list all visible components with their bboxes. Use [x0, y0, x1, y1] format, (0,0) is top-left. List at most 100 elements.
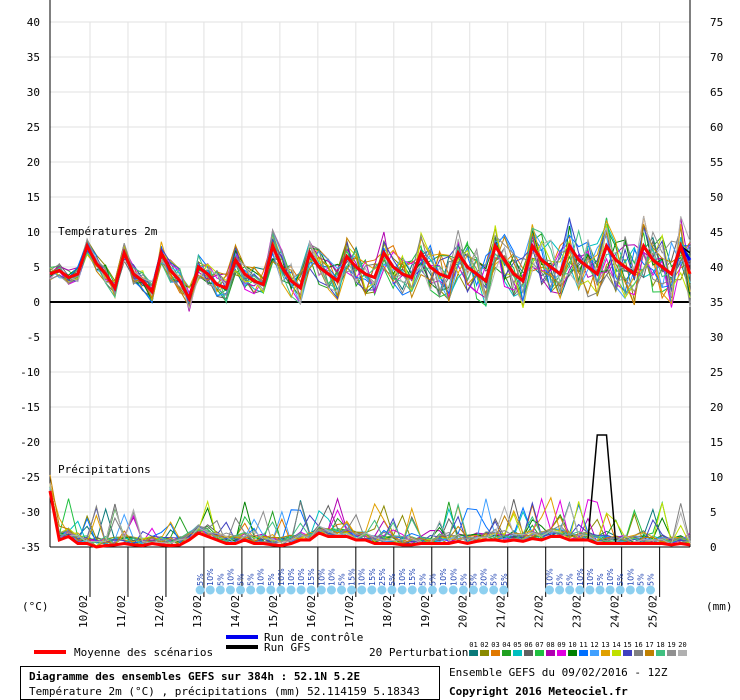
left-tick-label: -30 [20, 506, 40, 519]
snow-flake-mark [595, 585, 605, 595]
snow-flake-mark [306, 585, 316, 595]
snow-probability-label: 5% [338, 573, 347, 586]
snow-flake-mark [489, 585, 499, 595]
x-tick-label: 25/02 [647, 595, 660, 628]
snow-flake-mark [195, 585, 205, 595]
snow-flake-mark [225, 585, 235, 595]
left-tick-label: 35 [27, 51, 40, 64]
snow-probability-label: 10% [287, 568, 296, 586]
snow-flake-mark [296, 585, 306, 595]
footer-box: Diagramme des ensembles GEFS sur 384h : … [20, 666, 440, 700]
right-tick-label: 20 [710, 401, 723, 414]
right-tick-label: 35 [710, 296, 723, 309]
left-tick-label: 0 [33, 296, 40, 309]
snow-flake-mark [625, 585, 635, 595]
snow-probability-label: 10% [277, 568, 286, 586]
snow-probability-label: 25% [378, 568, 387, 586]
snow-probability-label: 15% [348, 568, 357, 586]
precipitation-panel-label: Précipitations [58, 463, 151, 476]
perturbation-id: 02 [480, 641, 488, 649]
right-tick-label: 70 [710, 51, 723, 64]
temperature-panel-label: Températures 2m [58, 225, 158, 238]
right-tick-label: 40 [710, 261, 723, 274]
left-tick-label: -25 [20, 471, 40, 484]
snow-probability-label: 5% [566, 573, 575, 586]
right-tick-label: 65 [710, 86, 723, 99]
snow-probability-label: 10% [606, 568, 615, 586]
perturbation-id: 12 [590, 641, 598, 649]
snow-flake-mark [347, 585, 357, 595]
snow-probability-label: 10% [545, 568, 554, 586]
snow-flake-mark [605, 585, 615, 595]
x-tick-label: 13/02 [191, 595, 204, 628]
snow-flake-mark [367, 585, 377, 595]
snow-flake-mark [326, 585, 336, 595]
snow-flake-mark [397, 585, 407, 595]
perturbation-swatch [656, 650, 665, 656]
snow-flake-mark [357, 585, 367, 595]
snow-flake-mark [555, 585, 565, 595]
snow-flake-mark [565, 585, 575, 595]
perturbation-swatch [579, 650, 588, 656]
snow-probability-label: 15% [307, 568, 316, 586]
snow-probability-label: 5% [556, 573, 565, 586]
x-tick-label: 15/02 [267, 595, 280, 628]
right-tick-label: 55 [710, 156, 723, 169]
snow-probability-label: 5% [500, 573, 509, 586]
footer-subtitle: Température 2m (°C) , précipitations (mm… [29, 685, 420, 698]
snow-flake-mark [377, 585, 387, 595]
left-axis-unit: (°C) [22, 600, 49, 613]
perturbation-id: 17 [645, 641, 653, 649]
perturbation-legend: 01 02 03 04 05 06 07 08 09 10 11 12 13 14 15 16 17 18 19 20 [469, 641, 687, 656]
snow-probability-label: 5% [490, 573, 499, 586]
left-tick-label: 30 [27, 86, 40, 99]
right-tick-label: 10 [710, 471, 723, 484]
snow-probability-label: 5% [459, 573, 468, 586]
perturbation-swatch [612, 650, 621, 656]
x-tick-label: 12/02 [153, 595, 166, 628]
perturbation-swatch [502, 650, 511, 656]
snow-flake-mark [645, 585, 655, 595]
perturbation-id: 06 [524, 641, 532, 649]
snow-probability-label: 10% [586, 568, 595, 586]
left-tick-label: -20 [20, 436, 40, 449]
perturbation-swatch [546, 650, 555, 656]
perturbation-id: 19 [667, 641, 675, 649]
snow-probability-label: 5% [646, 573, 655, 586]
perturbation-swatch [557, 650, 566, 656]
perturbation-swatch [513, 650, 522, 656]
snow-probability-label: 5% [237, 573, 246, 586]
left-tick-label: 5 [33, 261, 40, 274]
snow-flake-mark [544, 585, 554, 595]
snow-probability-label: 10% [449, 568, 458, 586]
snow-flake-mark [635, 585, 645, 595]
gfs-precip-line [49, 434, 691, 548]
perturbation-swatch [480, 650, 489, 656]
snow-flake-mark [417, 585, 427, 595]
snow-flake-mark [246, 585, 256, 595]
perturbation-id: 15 [623, 641, 631, 649]
perturbation-precip-line [49, 490, 691, 548]
x-tick-label: 22/02 [533, 595, 546, 628]
x-tick-label: 19/02 [419, 595, 432, 628]
snow-probability-label: 5% [267, 573, 276, 586]
legend-gfs-label: Run GFS [264, 641, 310, 654]
snow-probability-label: 10% [317, 568, 326, 586]
perturbation-swatch [678, 650, 687, 656]
x-tick-label: 21/02 [495, 595, 508, 628]
right-tick-label: 60 [710, 121, 723, 134]
perturbation-precip-line [49, 488, 691, 547]
perturbation-id: 18 [656, 641, 664, 649]
snow-probability-label: 10% [576, 568, 585, 586]
snow-probability-label: 5% [469, 573, 478, 586]
right-tick-label: 15 [710, 436, 723, 449]
snow-probability-label: 10% [398, 568, 407, 586]
right-tick-label: 45 [710, 226, 723, 239]
main-series-lines [48, 241, 692, 549]
perturbation-swatch [590, 650, 599, 656]
perturbation-swatch [491, 650, 500, 656]
snow-probability-label: 10% [226, 568, 235, 586]
perturbation-id: 16 [634, 641, 642, 649]
